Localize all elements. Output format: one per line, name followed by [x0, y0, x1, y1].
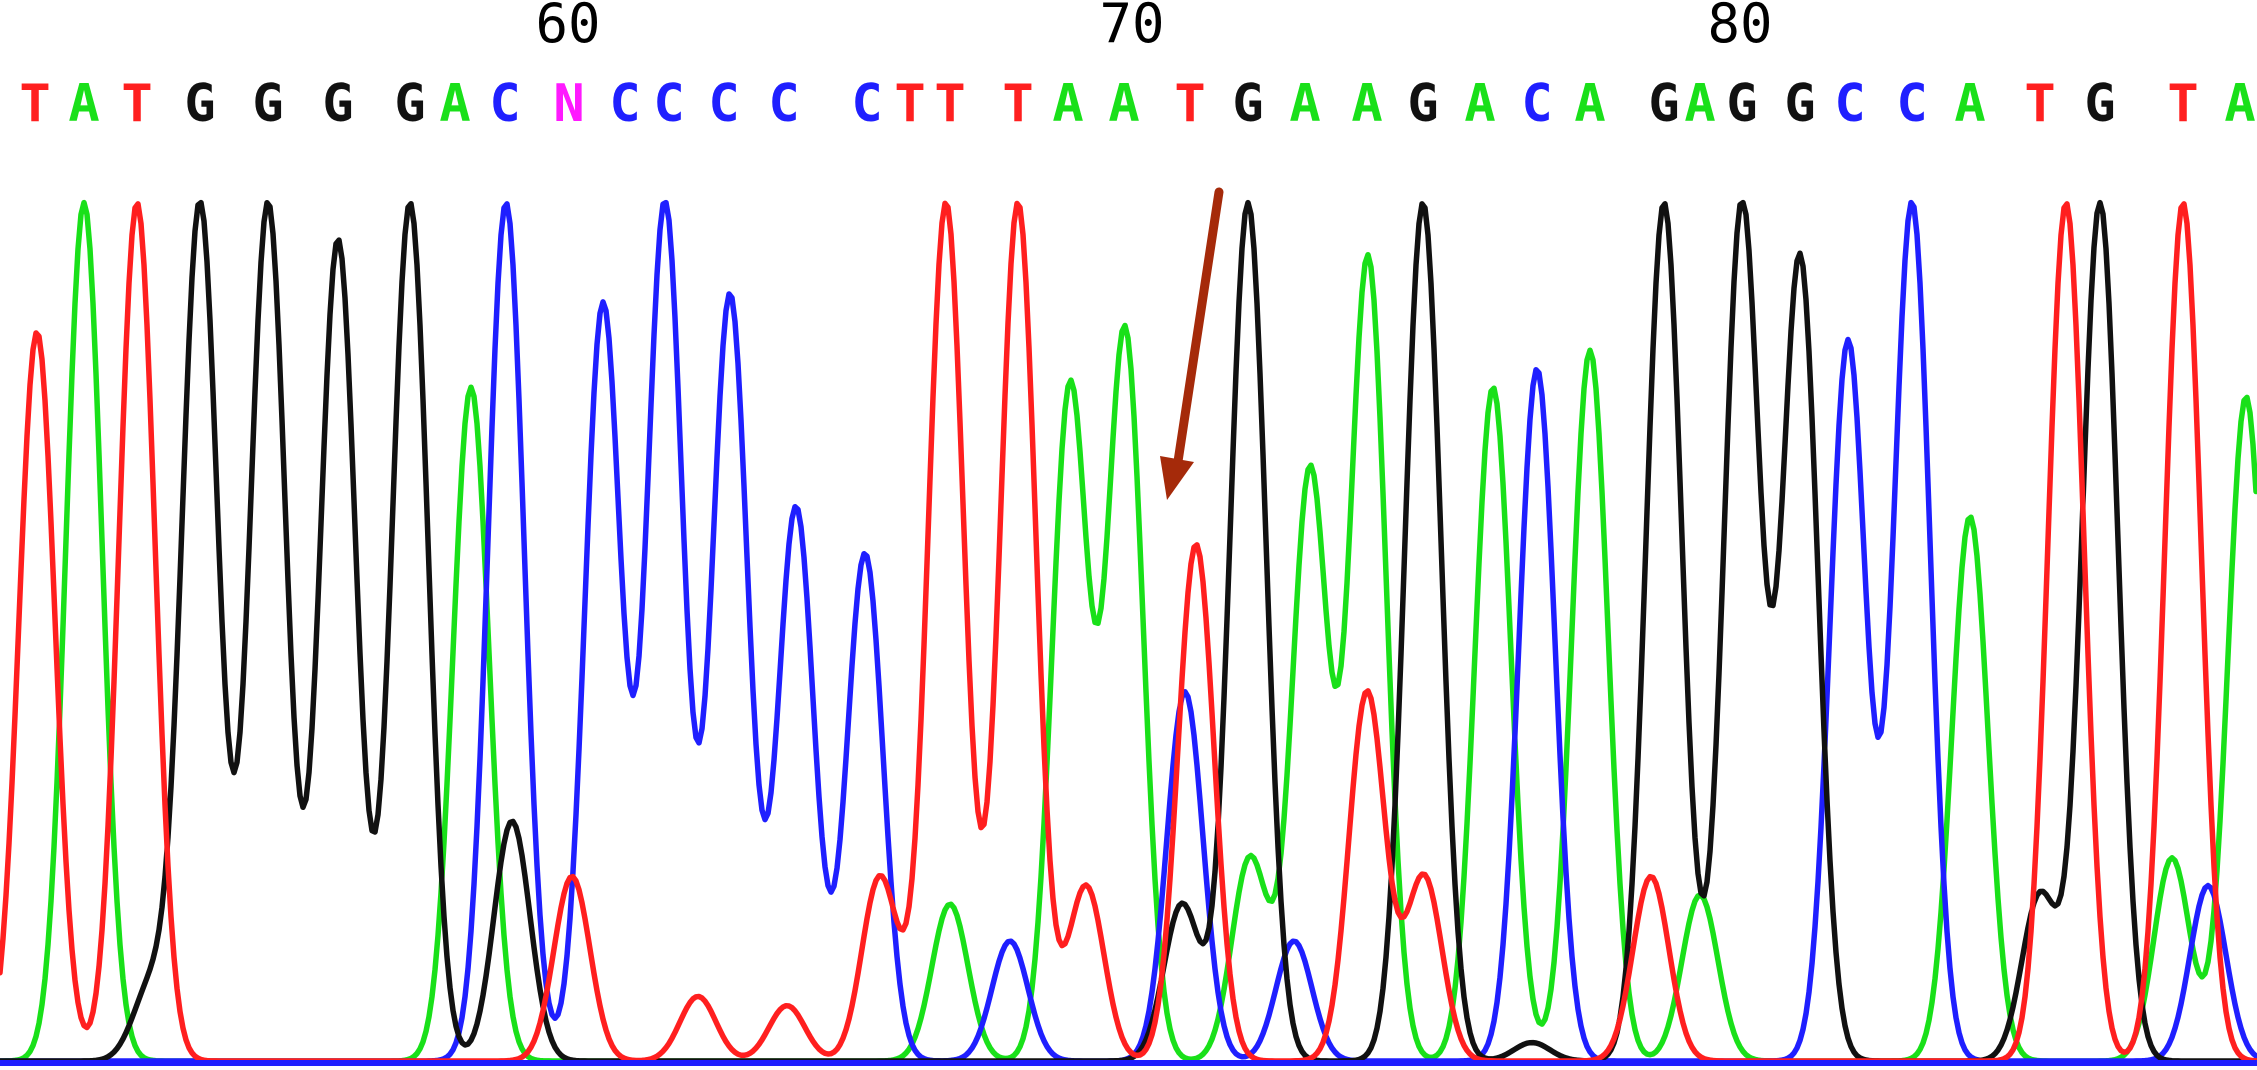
base-call-26: C: [1521, 74, 1552, 134]
base-call-10: C: [609, 74, 640, 134]
base-call-11: C: [653, 74, 684, 134]
base-call-28: G: [1648, 74, 1679, 134]
base-call-37: T: [2167, 74, 2198, 134]
position-tick-60: 60: [535, 0, 600, 55]
base-call-15: T: [894, 74, 925, 134]
base-call-13: C: [768, 74, 799, 134]
base-call-2: T: [121, 74, 152, 134]
base-call-24: G: [1407, 74, 1438, 134]
base-call-6: G: [394, 74, 425, 134]
base-call-5: G: [322, 74, 353, 134]
base-call-36: G: [2084, 74, 2115, 134]
base-call-35: T: [2024, 74, 2055, 134]
trace-A: [0, 199, 2257, 1064]
base-call-34: A: [1954, 74, 1985, 134]
base-call-38: A: [2224, 74, 2255, 134]
base-call-29: A: [1684, 74, 1715, 134]
position-tick-70: 70: [1099, 0, 1164, 55]
base-call-7: A: [439, 74, 470, 134]
base-call-20: T: [1174, 74, 1205, 134]
base-call-21: G: [1232, 74, 1263, 134]
base-call-33: C: [1896, 74, 1927, 134]
trace-layer: [0, 199, 2257, 1064]
base-call-23: A: [1351, 74, 1382, 134]
base-call-32: C: [1834, 74, 1865, 134]
base-call-25: A: [1464, 74, 1495, 134]
base-call-12: C: [708, 74, 739, 134]
base-call-22: A: [1289, 74, 1320, 134]
base-call-30: G: [1726, 74, 1757, 134]
base-call-14: C: [851, 74, 882, 134]
base-call-1: A: [68, 74, 99, 134]
base-call-19: A: [1108, 74, 1139, 134]
base-call-18: A: [1052, 74, 1083, 134]
base-call-27: A: [1574, 74, 1605, 134]
base-call-3: G: [184, 74, 215, 134]
base-call-8: C: [489, 74, 520, 134]
position-tick-80: 80: [1707, 0, 1772, 55]
position-axis: 60 70 80: [535, 0, 1772, 55]
base-call-4: G: [252, 74, 283, 134]
base-call-17: T: [1002, 74, 1033, 134]
base-call-9: N: [553, 74, 584, 134]
annotation-arrow: [1160, 187, 1224, 500]
base-call-16: T: [934, 74, 965, 134]
base-call-0: T: [19, 74, 50, 134]
base-call-31: G: [1784, 74, 1815, 134]
